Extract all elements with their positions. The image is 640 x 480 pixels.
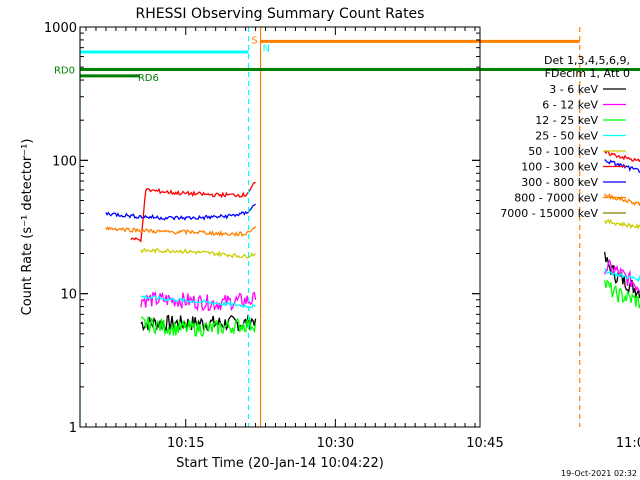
series-line xyxy=(604,259,640,294)
x-tick-label: 11:00 xyxy=(616,436,640,451)
series-line xyxy=(140,316,257,338)
legend-label: 7000 - 15000 keV xyxy=(500,207,598,220)
series-line xyxy=(105,225,257,237)
y-tick-label: 1 xyxy=(69,421,77,436)
legend-label: 25 - 50 keV xyxy=(535,130,598,143)
flag-label: N xyxy=(263,43,270,54)
legend-header: Det 1,3,4,5,6,9, xyxy=(544,54,630,67)
series-line xyxy=(140,247,257,259)
series-line xyxy=(604,251,640,299)
plot-frame xyxy=(79,26,481,428)
y-tick-label: 1000 xyxy=(44,21,77,36)
series-line xyxy=(130,181,256,243)
x-tick-label: 10:15 xyxy=(167,436,204,451)
series-line xyxy=(604,218,640,231)
y-tick-label: 100 xyxy=(52,154,77,169)
legend-label: 3 - 6 keV xyxy=(549,83,598,96)
series-line xyxy=(140,290,257,312)
flag-label: S xyxy=(251,35,257,46)
plot-lines xyxy=(105,150,640,338)
x-tick-label: 10:45 xyxy=(466,436,503,451)
footer-date: 19-Oct-2021 02:32 xyxy=(561,469,637,478)
legend-label: 800 - 7000 keV xyxy=(514,192,598,205)
series-line xyxy=(140,294,257,309)
x-tick-label: 10:30 xyxy=(317,436,354,451)
legend-label: 100 - 300 keV xyxy=(521,161,598,174)
y-axis: 1 10 100 1000 xyxy=(44,21,480,436)
legend-label: 50 - 100 keV xyxy=(528,145,598,158)
legend-label: 12 - 25 keV xyxy=(535,114,598,127)
legend-label: 6 - 12 keV xyxy=(542,99,598,112)
y-axis-label: Count Rate (s⁻¹ detector⁻¹) xyxy=(20,139,35,316)
y-tick-label: 10 xyxy=(60,288,77,303)
legend-header: FDecim 1, Att 0 xyxy=(545,67,630,80)
chart-title: RHESSI Observing Summary Count Rates xyxy=(136,6,425,22)
series-line xyxy=(105,203,256,221)
legend-label: 300 - 800 keV xyxy=(521,176,598,189)
flag-bars: SNFRD0RD6 xyxy=(54,35,640,84)
x-axis-label: Start Time (20-Jan-14 10:04:22) xyxy=(176,456,384,471)
flag-label: RD0 xyxy=(54,66,75,77)
legend: Det 1,3,4,5,6,9,FDecim 1, Att 0 3 - 6 keV… xyxy=(500,54,630,220)
flag-label: RD6 xyxy=(138,73,159,84)
